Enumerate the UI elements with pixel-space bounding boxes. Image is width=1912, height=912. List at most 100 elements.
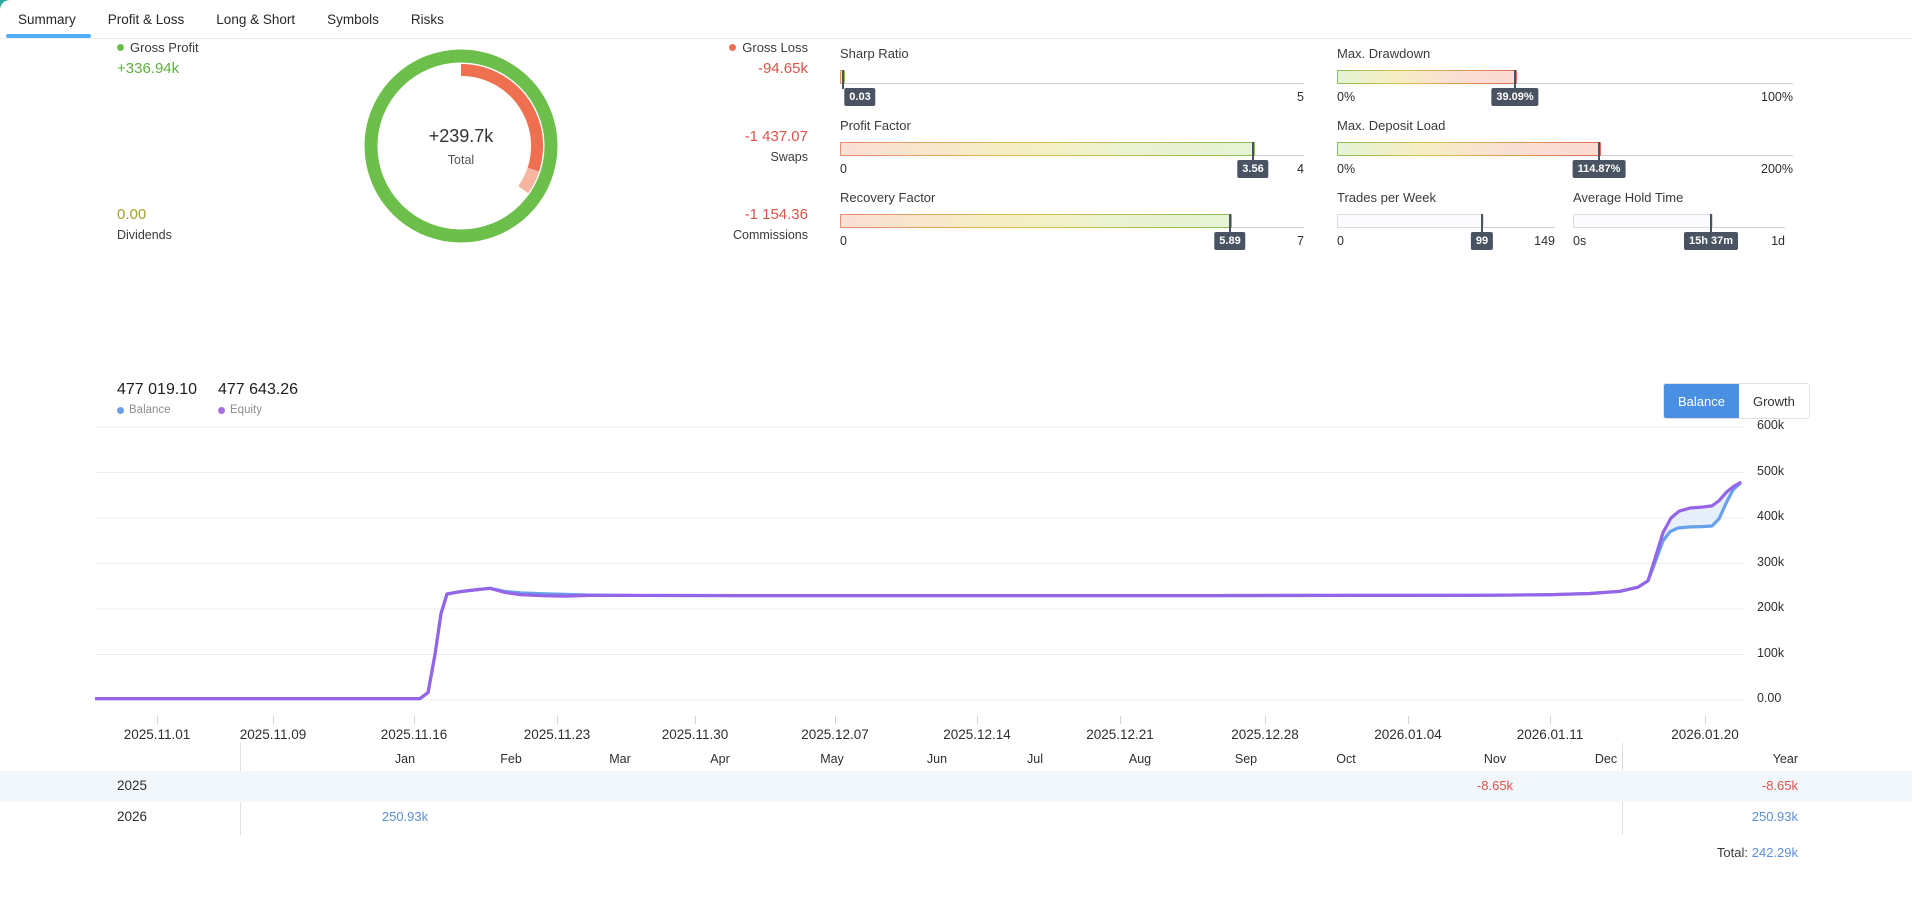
gauge-sharp-ratio: Sharp Ratio 5 0.03 <box>840 46 1304 108</box>
total-label: Total: <box>1716 845 1748 860</box>
growth-mode-button[interactable]: Growth <box>1738 384 1809 418</box>
gauge-bar <box>1337 70 1793 84</box>
x-axis-date-label: 2026.01.20 <box>1671 727 1739 742</box>
gauge-baseline <box>840 83 1304 84</box>
balance-value: 477 019.10 <box>117 381 198 398</box>
gauge-min-label: 0 <box>840 162 847 176</box>
x-axis-tick-mark <box>414 716 415 724</box>
gauge-value-badge: 5.89 <box>1214 232 1246 250</box>
gauge-recovery-factor: Recovery Factor 0 7 5.89 <box>840 190 1304 252</box>
donut-svg <box>364 49 558 243</box>
x-axis-date-label: 2025.12.21 <box>1086 727 1154 742</box>
x-axis-tick-mark <box>273 716 274 724</box>
gauge-fill <box>840 142 1255 156</box>
gauge-value-badge: 15h 37m <box>1683 232 1739 250</box>
gauge-bar <box>840 70 1304 84</box>
gauge-fill <box>1573 214 1713 228</box>
month-header-aug: Aug <box>1128 752 1152 766</box>
gross-loss-value: -94.65k <box>757 60 808 77</box>
x-axis-date-label: 2025.11.30 <box>661 727 729 742</box>
gauge-max-label: 200% <box>1761 162 1793 176</box>
swaps-block: -1 437.07 Swaps <box>745 128 808 164</box>
donut-total-label: Total <box>447 153 475 167</box>
gauge-min-label: 0% <box>1337 90 1356 104</box>
table-row-2025: 2025 -8.65k -8.65k <box>0 771 1912 802</box>
month-header-may: May <box>820 752 844 766</box>
year-column-header: Year <box>1772 752 1798 766</box>
month-header-dec: Dec <box>1594 752 1618 766</box>
gauge-title: Profit Factor <box>840 118 911 133</box>
gauge-min-label: 0s <box>1573 234 1587 248</box>
gross-loss-label: Gross Loss <box>742 40 808 55</box>
balance-dot <box>117 406 124 414</box>
gauge-max-label: 149 <box>1534 234 1555 248</box>
x-axis-tick-mark <box>1550 716 1551 724</box>
month-header-jun: Jun <box>926 752 948 766</box>
equity-legend: Equity <box>218 404 262 416</box>
year-total-cell: -8.65k <box>1761 778 1798 793</box>
gauge-fill <box>840 214 1232 228</box>
x-axis-date-label: 2025.12.07 <box>801 727 869 742</box>
x-axis-date-label: 2025.11.16 <box>380 727 448 742</box>
gauge-baseline <box>1337 83 1793 84</box>
equity-value: 477 643.26 <box>218 381 299 398</box>
gauge-bar <box>1337 142 1793 156</box>
gauge-title: Max. Drawdown <box>1337 46 1431 61</box>
tab-bar: Summary Profit & Loss Long & Short Symbols R… <box>0 0 1912 39</box>
dividends-label: Dividends <box>117 228 172 242</box>
x-axis-tick-mark <box>1705 716 1706 724</box>
tab-symbols[interactable]: Symbols <box>327 11 379 27</box>
gross-profit-block: Gross Profit +336.94k <box>117 40 199 77</box>
donut-total-value: +239.7k <box>428 126 494 146</box>
chart-svg <box>93 426 1745 701</box>
gauge-profit-factor: Profit Factor 0 4 3.56 <box>840 118 1304 180</box>
gauge-average-hold-time: Average Hold Time 0s 1d 15h 37m <box>1573 190 1785 252</box>
x-axis-date-label: 2025.12.14 <box>943 727 1011 742</box>
commissions-block: -1 154.36 Commissions <box>733 206 808 242</box>
tab-profit-loss[interactable]: Profit & Loss <box>107 11 185 27</box>
gauge-title: Sharp Ratio <box>840 46 909 61</box>
month-header-jul: Jul <box>1027 752 1043 766</box>
x-axis-date-label: 2025.11.09 <box>239 727 307 742</box>
gauge-bar <box>840 214 1304 228</box>
equity-line <box>93 481 1742 701</box>
gauge-value-badge: 114.87% <box>1572 160 1626 178</box>
gross-profit-dot <box>117 44 124 51</box>
x-axis-date-label: 2026.01.04 <box>1374 727 1442 742</box>
x-axis-tick-mark <box>157 716 158 724</box>
dividends-value: 0.00 <box>117 206 147 223</box>
month-header-oct: Oct <box>1336 752 1356 766</box>
total-value: 242.29k <box>1751 845 1798 860</box>
gauge-value-tick <box>1481 214 1483 233</box>
tab-long-short[interactable]: Long & Short <box>216 11 296 27</box>
gauge-value-badge: 3.56 <box>1237 160 1269 178</box>
balance-equity-chart[interactable] <box>93 415 1745 710</box>
x-axis-tick-mark <box>1408 716 1409 724</box>
gauge-min-label: 0 <box>840 234 847 248</box>
x-axis-tick-mark <box>557 716 558 724</box>
gauge-value-tick <box>1229 214 1231 233</box>
donut-profit-ring <box>364 49 558 243</box>
dividends-block: 0.00 Dividends <box>117 206 172 242</box>
gauge-title: Recovery Factor <box>840 190 936 205</box>
gauge-baseline <box>840 155 1304 156</box>
gauge-fill <box>1337 214 1484 228</box>
row-year-label: 2026 <box>117 809 148 824</box>
tab-risks[interactable]: Risks <box>410 11 444 27</box>
x-axis-tick-mark <box>1120 716 1121 724</box>
gross-profit-label: Gross Profit <box>130 40 199 55</box>
month-header-feb: Feb <box>500 752 522 766</box>
x-axis-tick-mark <box>695 716 696 724</box>
gauge-trades-per-week: Trades per Week 0 149 99 <box>1337 190 1555 252</box>
equity-label: Equity <box>230 404 262 416</box>
gauge-bar <box>840 142 1304 156</box>
gauge-value-tick <box>1598 142 1600 161</box>
x-axis-tick-mark <box>835 716 836 724</box>
donut-loss-arc <box>460 64 543 194</box>
tab-summary[interactable]: Summary <box>6 0 91 38</box>
table-row-2026: 2026 250.93k 250.93k <box>0 802 1912 833</box>
balance-line <box>93 481 1742 701</box>
profit-loss-donut-chart[interactable]: +239.7k Total <box>355 40 567 252</box>
balance-mode-button[interactable]: Balance <box>1664 384 1739 418</box>
donut-loss-arc-tail <box>518 167 540 194</box>
